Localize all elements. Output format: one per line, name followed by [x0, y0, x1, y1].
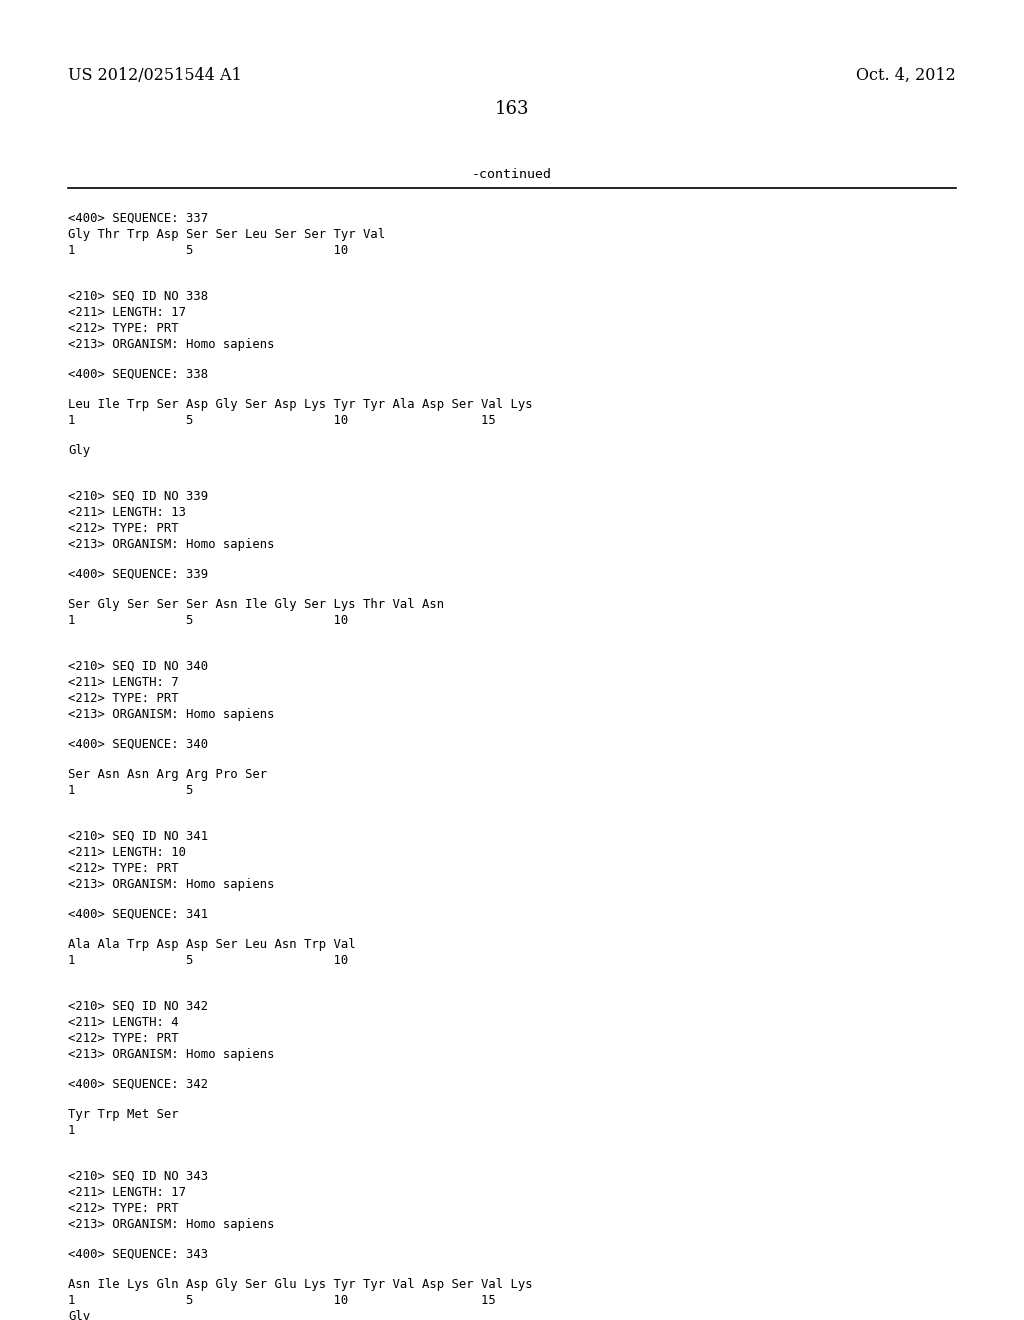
Text: <400> SEQUENCE: 340: <400> SEQUENCE: 340	[68, 738, 208, 751]
Text: <212> TYPE: PRT: <212> TYPE: PRT	[68, 862, 178, 875]
Text: <400> SEQUENCE: 341: <400> SEQUENCE: 341	[68, 908, 208, 921]
Text: <210> SEQ ID NO 340: <210> SEQ ID NO 340	[68, 660, 208, 673]
Text: <211> LENGTH: 4: <211> LENGTH: 4	[68, 1016, 178, 1030]
Text: <213> ORGANISM: Homo sapiens: <213> ORGANISM: Homo sapiens	[68, 539, 274, 550]
Text: <212> TYPE: PRT: <212> TYPE: PRT	[68, 1203, 178, 1214]
Text: <400> SEQUENCE: 338: <400> SEQUENCE: 338	[68, 368, 208, 381]
Text: <213> ORGANISM: Homo sapiens: <213> ORGANISM: Homo sapiens	[68, 1218, 274, 1232]
Text: 1               5                   10: 1 5 10	[68, 614, 348, 627]
Text: <212> TYPE: PRT: <212> TYPE: PRT	[68, 521, 178, 535]
Text: 163: 163	[495, 100, 529, 117]
Text: <212> TYPE: PRT: <212> TYPE: PRT	[68, 1032, 178, 1045]
Text: 1: 1	[68, 1125, 76, 1137]
Text: 1               5                   10                  15: 1 5 10 15	[68, 1294, 496, 1307]
Text: 1               5                   10: 1 5 10	[68, 954, 348, 968]
Text: <400> SEQUENCE: 337: <400> SEQUENCE: 337	[68, 213, 208, 224]
Text: Ser Gly Ser Ser Ser Asn Ile Gly Ser Lys Thr Val Asn: Ser Gly Ser Ser Ser Asn Ile Gly Ser Lys …	[68, 598, 444, 611]
Text: <210> SEQ ID NO 343: <210> SEQ ID NO 343	[68, 1170, 208, 1183]
Text: <213> ORGANISM: Homo sapiens: <213> ORGANISM: Homo sapiens	[68, 708, 274, 721]
Text: <211> LENGTH: 10: <211> LENGTH: 10	[68, 846, 186, 859]
Text: <211> LENGTH: 7: <211> LENGTH: 7	[68, 676, 178, 689]
Text: 1               5                   10: 1 5 10	[68, 244, 348, 257]
Text: Ser Asn Asn Arg Arg Pro Ser: Ser Asn Asn Arg Arg Pro Ser	[68, 768, 267, 781]
Text: <213> ORGANISM: Homo sapiens: <213> ORGANISM: Homo sapiens	[68, 878, 274, 891]
Text: <210> SEQ ID NO 339: <210> SEQ ID NO 339	[68, 490, 208, 503]
Text: US 2012/0251544 A1: US 2012/0251544 A1	[68, 67, 242, 84]
Text: <400> SEQUENCE: 343: <400> SEQUENCE: 343	[68, 1247, 208, 1261]
Text: Gly: Gly	[68, 1309, 90, 1320]
Text: Gly: Gly	[68, 444, 90, 457]
Text: <400> SEQUENCE: 342: <400> SEQUENCE: 342	[68, 1078, 208, 1092]
Text: <400> SEQUENCE: 339: <400> SEQUENCE: 339	[68, 568, 208, 581]
Text: <211> LENGTH: 13: <211> LENGTH: 13	[68, 506, 186, 519]
Text: <213> ORGANISM: Homo sapiens: <213> ORGANISM: Homo sapiens	[68, 338, 274, 351]
Text: <210> SEQ ID NO 342: <210> SEQ ID NO 342	[68, 1001, 208, 1012]
Text: Gly Thr Trp Asp Ser Ser Leu Ser Ser Tyr Val: Gly Thr Trp Asp Ser Ser Leu Ser Ser Tyr …	[68, 228, 385, 242]
Text: 1               5                   10                  15: 1 5 10 15	[68, 414, 496, 426]
Text: Asn Ile Lys Gln Asp Gly Ser Glu Lys Tyr Tyr Val Asp Ser Val Lys: Asn Ile Lys Gln Asp Gly Ser Glu Lys Tyr …	[68, 1278, 532, 1291]
Text: Ala Ala Trp Asp Asp Ser Leu Asn Trp Val: Ala Ala Trp Asp Asp Ser Leu Asn Trp Val	[68, 939, 355, 950]
Text: -continued: -continued	[472, 168, 552, 181]
Text: Tyr Trp Met Ser: Tyr Trp Met Ser	[68, 1107, 178, 1121]
Text: <212> TYPE: PRT: <212> TYPE: PRT	[68, 322, 178, 335]
Text: 1               5: 1 5	[68, 784, 194, 797]
Text: <213> ORGANISM: Homo sapiens: <213> ORGANISM: Homo sapiens	[68, 1048, 274, 1061]
Text: <211> LENGTH: 17: <211> LENGTH: 17	[68, 306, 186, 319]
Text: <211> LENGTH: 17: <211> LENGTH: 17	[68, 1185, 186, 1199]
Text: <212> TYPE: PRT: <212> TYPE: PRT	[68, 692, 178, 705]
Text: Oct. 4, 2012: Oct. 4, 2012	[856, 67, 956, 84]
Text: <210> SEQ ID NO 338: <210> SEQ ID NO 338	[68, 290, 208, 304]
Text: Leu Ile Trp Ser Asp Gly Ser Asp Lys Tyr Tyr Ala Asp Ser Val Lys: Leu Ile Trp Ser Asp Gly Ser Asp Lys Tyr …	[68, 399, 532, 411]
Text: <210> SEQ ID NO 341: <210> SEQ ID NO 341	[68, 830, 208, 843]
